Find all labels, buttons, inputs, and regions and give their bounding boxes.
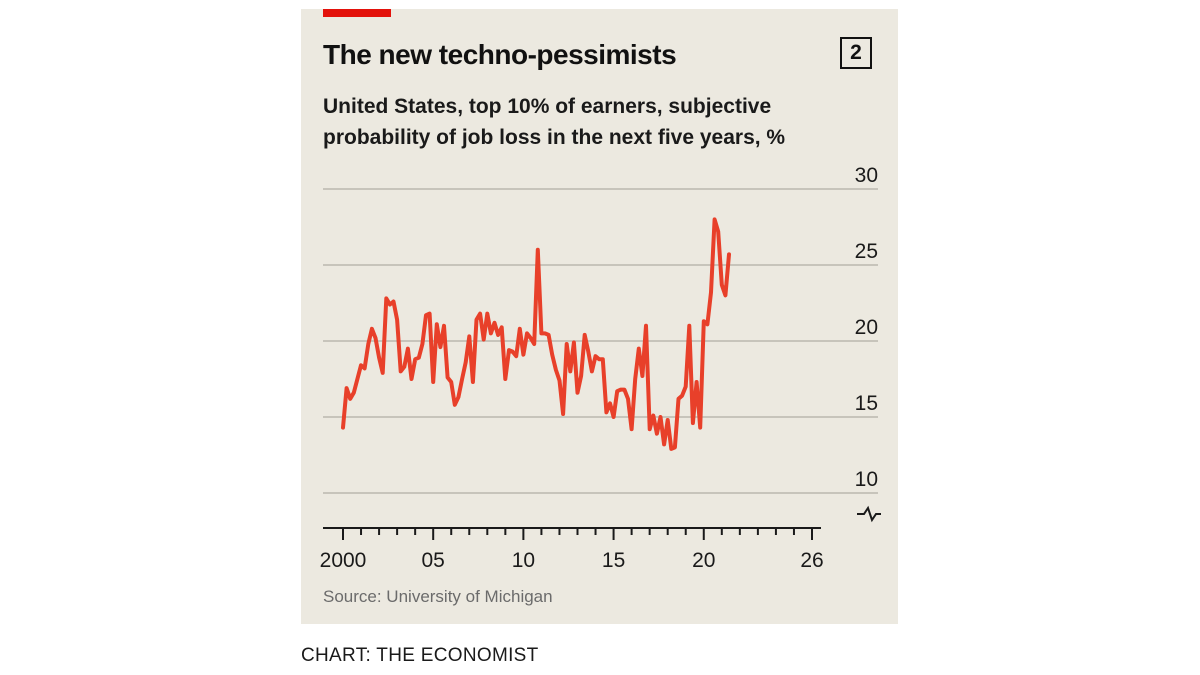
y-tick-label: 20 <box>855 316 878 339</box>
x-tick-label: 26 <box>800 549 823 572</box>
chart-number-badge: 2 <box>840 37 872 69</box>
chart-subtitle: United States, top 10% of earners, subje… <box>323 95 786 149</box>
x-tick-label: 10 <box>512 549 535 572</box>
y-tick-label: 10 <box>855 468 878 491</box>
x-tick-label: 2000 <box>320 549 367 572</box>
y-tick-label: 15 <box>855 392 878 415</box>
y-tick-label: 30 <box>855 164 878 187</box>
y-tick-label: 25 <box>855 240 878 263</box>
source-note: Source: University of Michigan <box>323 587 553 606</box>
axis-break-icon <box>857 505 881 523</box>
brand-tab <box>323 9 391 17</box>
series-line <box>341 217 731 451</box>
chart-title: The new techno-pessimists <box>323 39 677 70</box>
chart-credit: CHART: THE ECONOMIST <box>301 645 539 666</box>
x-tick-label: 05 <box>422 549 445 572</box>
line-chart: 10 15 20 25 30 2000 05 10 15 20 26 <box>320 164 881 572</box>
chart-panel: The new techno-pessimists 2 United State… <box>301 9 898 624</box>
x-tick-label: 20 <box>692 549 715 572</box>
x-tick-label: 15 <box>602 549 625 572</box>
